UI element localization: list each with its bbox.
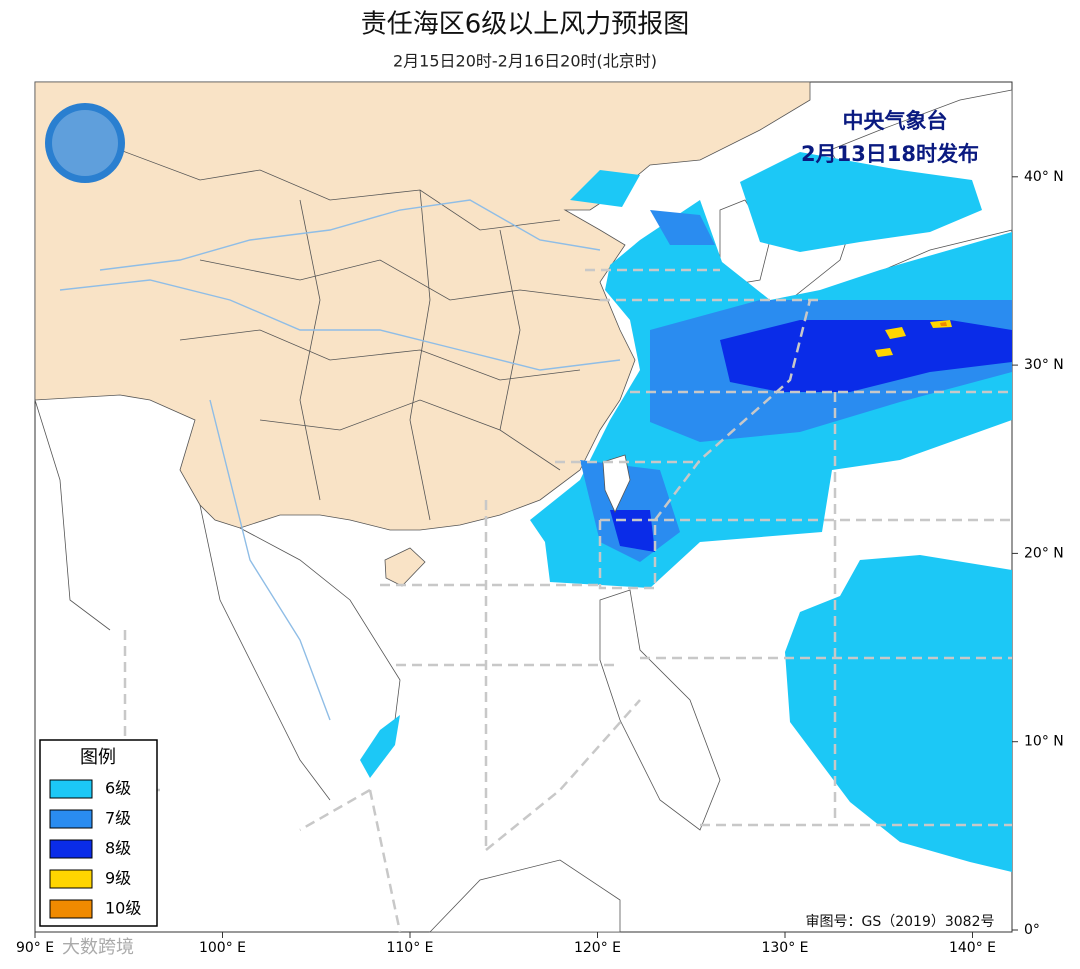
borneo — [429, 859, 621, 933]
logo-inner — [52, 110, 118, 176]
wind-6 — [785, 555, 1012, 872]
legend-label: 8级 — [105, 839, 131, 858]
issuer-time: 2月13日18时发布 — [801, 142, 979, 166]
taiwan — [602, 454, 631, 513]
wind-6 — [740, 152, 982, 252]
lon-label: 140° E — [949, 940, 996, 956]
legend: 图例 6级 7级 8级 9级 10级 — [39, 739, 158, 927]
issuer-name: 中央气象台 — [843, 109, 948, 133]
approval-number: 审图号：GS（2019）3082号 — [806, 914, 995, 930]
wind-7 — [650, 210, 715, 245]
legend-box — [39, 739, 158, 927]
legend-swatch — [49, 839, 93, 859]
legend-swatch — [49, 809, 93, 829]
lon-label: 130° E — [761, 940, 808, 956]
legend-swatch — [49, 899, 93, 919]
lat-label: 40° N — [1024, 169, 1064, 185]
lat-label: 20° N — [1024, 545, 1064, 561]
rivers — [59, 199, 621, 721]
wind-8 — [720, 320, 1012, 392]
logo — [45, 103, 125, 183]
map-subtitle: 2月15日20时-2月16日20时(北京时) — [393, 52, 657, 71]
legend-label: 7级 — [105, 809, 131, 828]
wind-10 — [940, 322, 947, 326]
logo-circle — [45, 103, 125, 183]
lat-label: 30° N — [1024, 357, 1064, 373]
wind-9 — [875, 320, 952, 357]
hainan — [384, 547, 426, 587]
lon-label: 90° E — [16, 940, 54, 956]
legend-label: 10级 — [105, 899, 141, 918]
wind-areas — [360, 152, 1012, 872]
lat-label: 10° N — [1024, 734, 1064, 750]
legend-title: 图例 — [80, 747, 116, 768]
philippines — [599, 589, 721, 831]
legend-swatch — [49, 869, 93, 889]
lon-label: 110° E — [386, 940, 433, 956]
lat-label: 0° — [1024, 922, 1040, 938]
legend-label: 6级 — [105, 779, 131, 798]
wind-6 — [570, 170, 640, 207]
wind-6 — [360, 715, 400, 778]
borders — [34, 149, 601, 801]
lon-label: 100° E — [199, 940, 246, 956]
map-title: 责任海区6级以上风力预报图 — [361, 10, 690, 40]
watermark: 大数跨境 — [62, 937, 134, 958]
lon-label: 120° E — [574, 940, 621, 956]
legend-label: 9级 — [105, 869, 131, 888]
legend-swatch — [49, 779, 93, 799]
